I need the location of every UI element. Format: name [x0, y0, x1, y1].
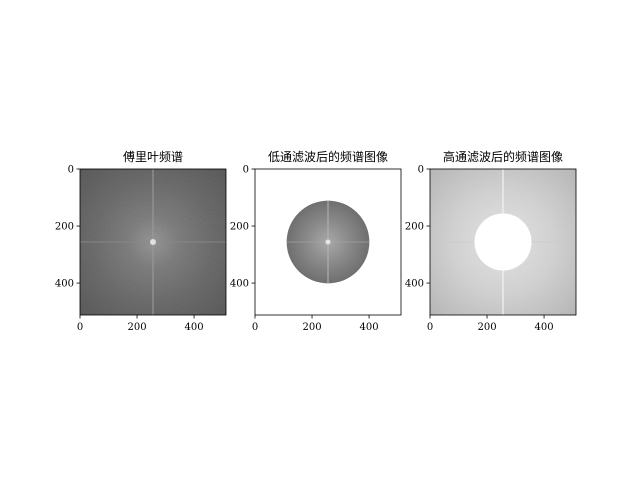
dc-peak	[150, 239, 156, 245]
subplot-title: 高通滤波后的频谱图像	[443, 149, 563, 164]
spectrum-image	[255, 169, 401, 315]
y-tick-label: 400	[405, 279, 424, 290]
y-tick-label: 400	[55, 279, 74, 290]
y-tick-label: 200	[230, 222, 249, 233]
y-tick-label: 200	[55, 222, 74, 233]
y-tick-label: 0	[243, 165, 249, 176]
stopband-hole	[474, 213, 531, 270]
x-tick-label: 200	[127, 322, 146, 333]
x-tick-label: 0	[77, 322, 83, 333]
x-tick-label: 400	[185, 322, 204, 333]
x-tick-label: 200	[302, 322, 321, 333]
subplot-lowpass-spectrum: 0 200 400 0 200 400 低通滤波后的频谱图像	[230, 149, 401, 333]
subplot-highpass-spectrum: 0 200 400 0 200 400 高通滤波后的频谱图像	[405, 149, 576, 333]
y-tick-label: 200	[405, 222, 424, 233]
subplot-title: 低通滤波后的频谱图像	[268, 149, 388, 164]
y-tick-label: 400	[230, 279, 249, 290]
x-tick-label: 200	[477, 322, 496, 333]
x-tick-label: 400	[535, 322, 554, 333]
x-tick-label: 0	[252, 322, 258, 333]
spectrum-image	[430, 169, 576, 315]
subplot-title: 傅里叶频谱	[123, 150, 183, 164]
y-tick-label: 0	[68, 165, 74, 176]
x-tick-label: 0	[427, 322, 433, 333]
spectrum-image	[80, 169, 226, 315]
dc-peak	[326, 240, 331, 245]
x-tick-label: 400	[360, 322, 379, 333]
subplot-fourier-spectrum: 0 200 400 0 200 400 傅里叶频谱	[55, 150, 226, 333]
y-tick-label: 0	[418, 165, 424, 176]
